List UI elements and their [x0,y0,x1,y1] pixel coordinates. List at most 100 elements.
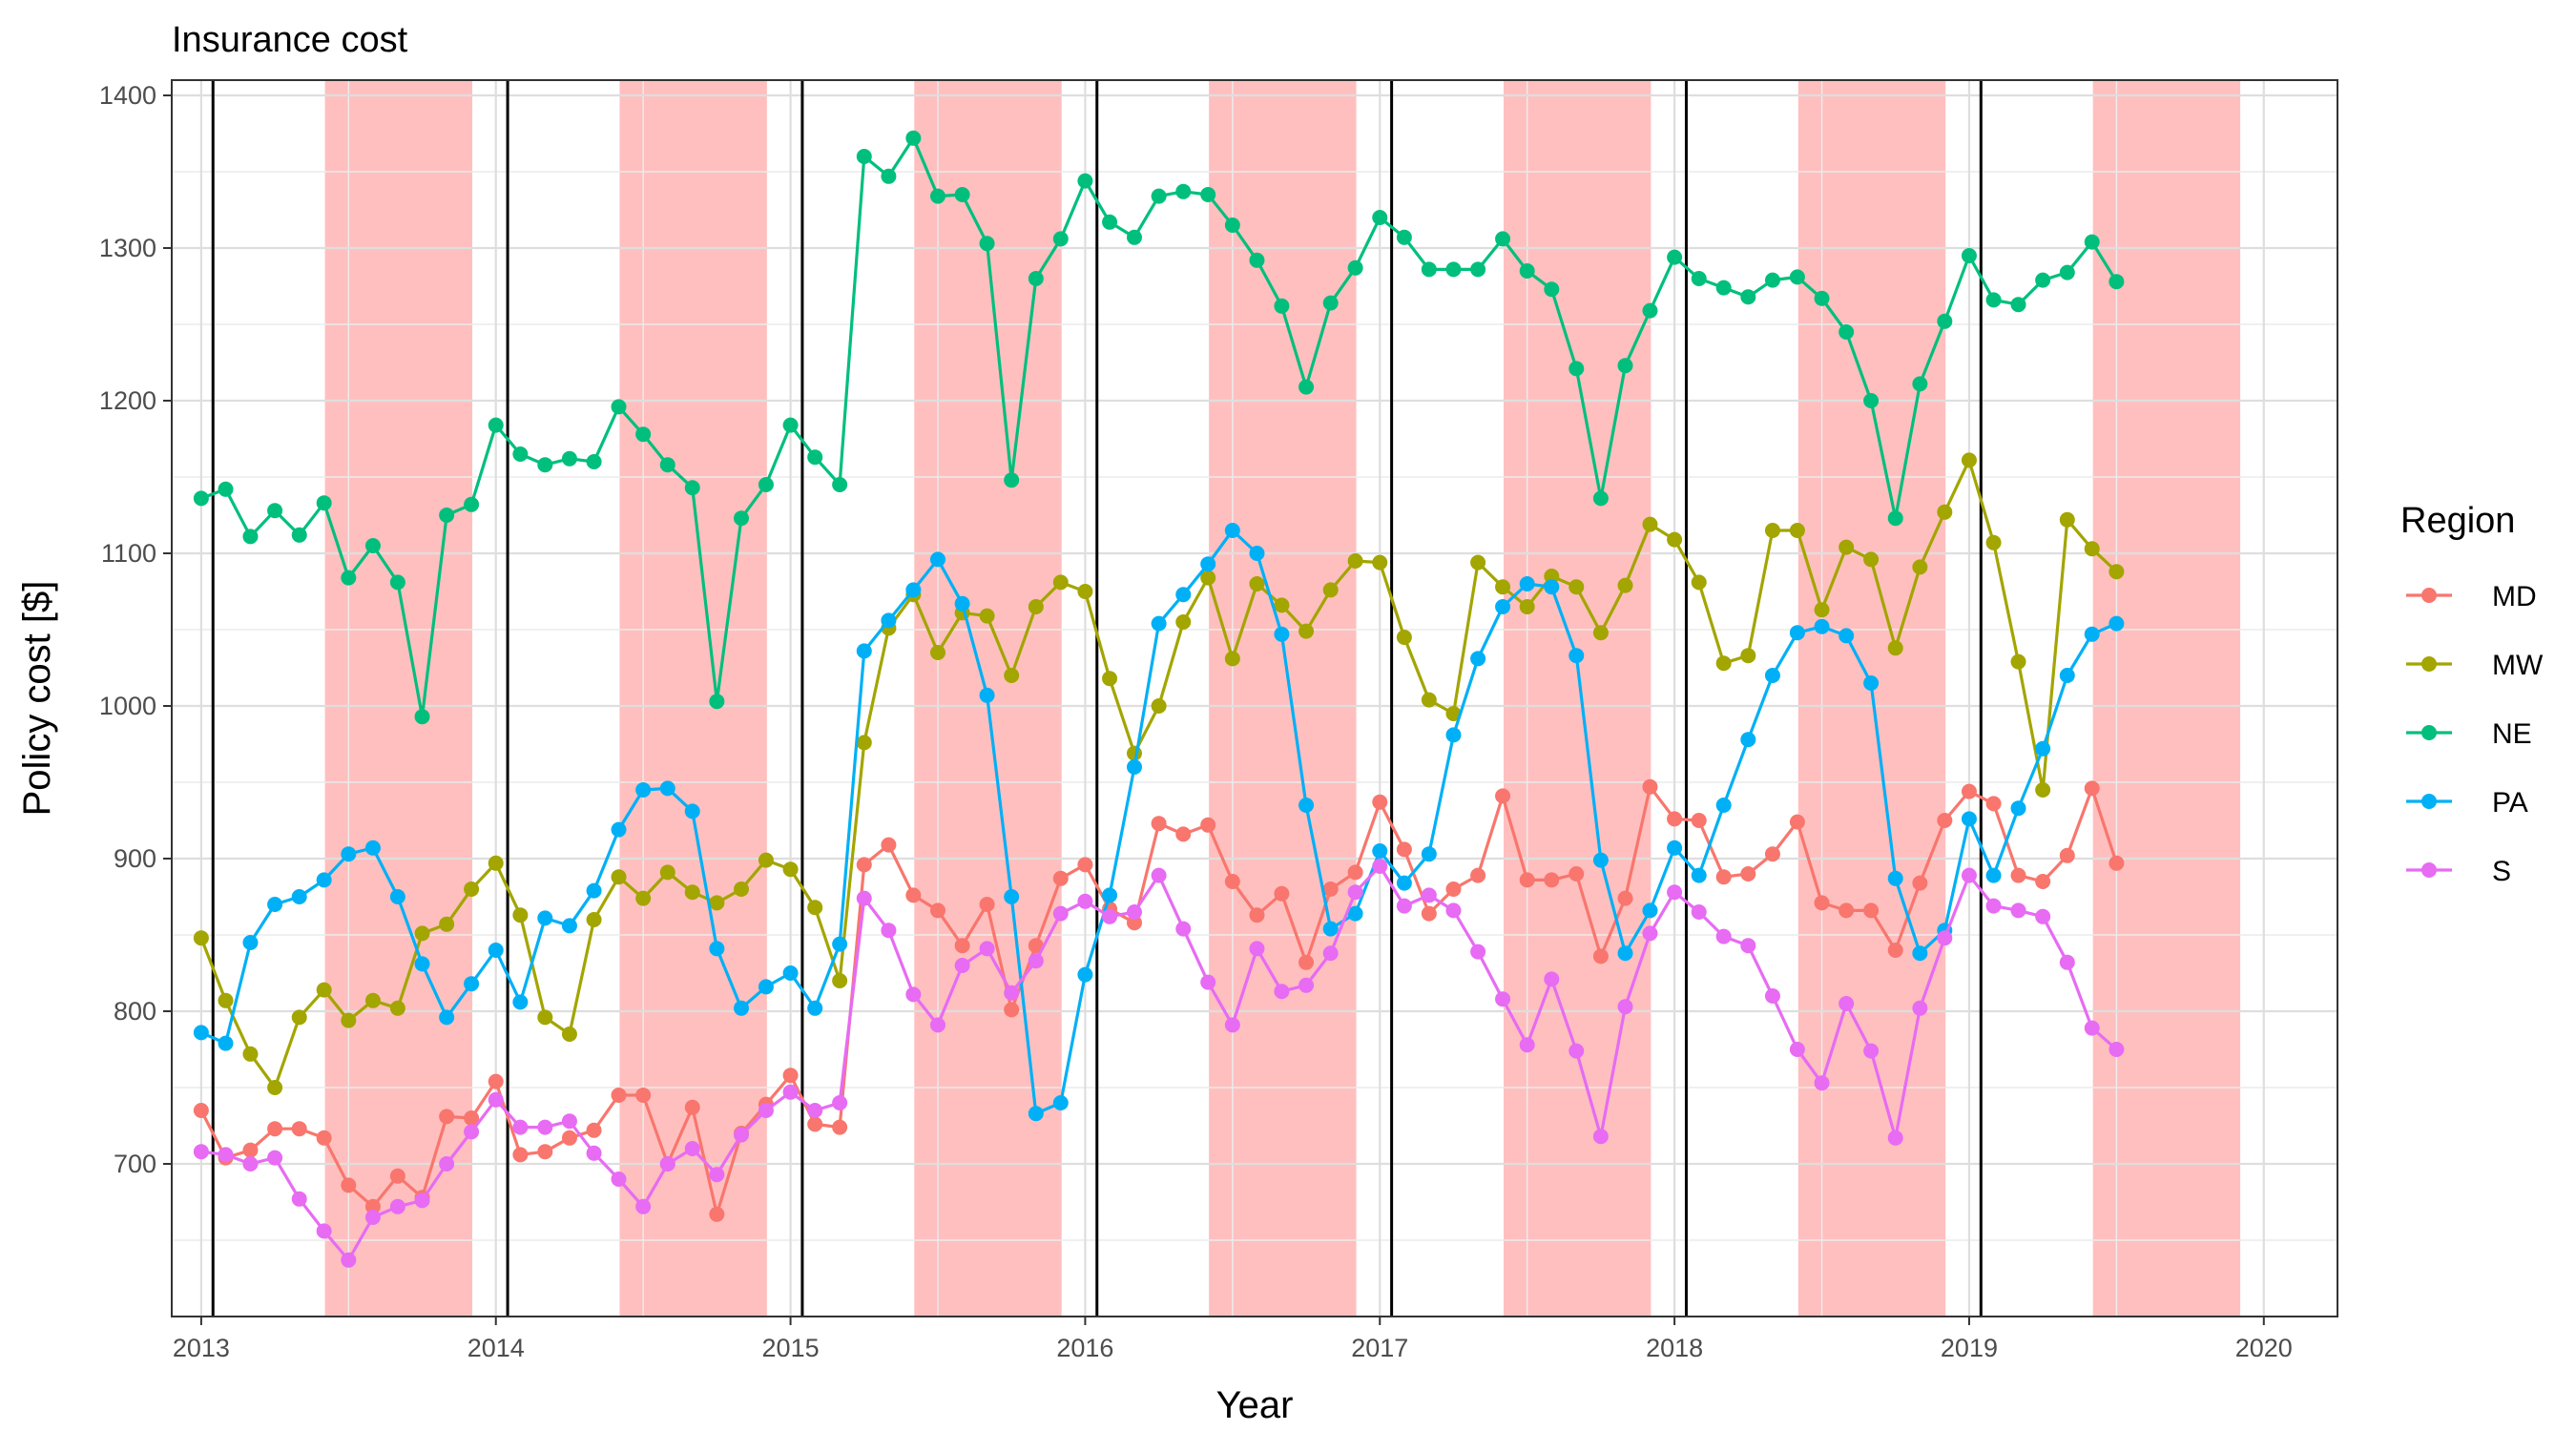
data-point [1617,890,1633,906]
legend: Region MD MW NE PA S [2400,501,2544,887]
data-point [659,457,675,473]
data-point [856,735,872,751]
shaded-band [1503,80,1652,1317]
data-point [1863,902,1880,919]
data-point [439,1156,455,1172]
data-point [267,1121,283,1137]
data-point [1495,579,1511,595]
data-point [611,869,627,885]
data-point [1445,727,1462,743]
data-point [1912,559,1928,575]
data-point [464,881,480,897]
data-point [1126,229,1142,245]
data-point [954,938,970,954]
data-point [414,709,430,725]
data-point [709,1206,725,1222]
legend-item-mw: MW [2406,650,2544,681]
data-point [1372,859,1388,874]
data-point [1715,655,1732,672]
data-point [684,1099,700,1115]
data-point [684,480,700,496]
data-point [1372,843,1388,859]
data-point [1764,272,1780,288]
data-point [1175,587,1192,603]
data-point [1519,576,1535,591]
data-point [1347,553,1363,569]
data-point [1102,671,1118,687]
data-point [2010,297,2026,313]
x-tick-label: 2013 [173,1334,230,1362]
data-point [1200,570,1216,586]
data-point [1175,826,1192,842]
y-tick-label: 900 [114,844,156,873]
y-tick-label: 1400 [99,81,156,110]
data-point [1912,875,1928,891]
legend-label: MW [2492,650,2544,681]
data-point [856,890,872,906]
data-point [512,446,529,462]
data-point [193,1103,209,1118]
data-point [316,495,332,511]
data-point [1298,798,1315,813]
data-point [1667,249,1683,265]
data-point [488,417,504,433]
data-point [512,1147,529,1163]
data-point [561,1113,577,1130]
y-tick-label: 800 [114,997,156,1026]
data-point [1937,313,1953,329]
data-point [291,889,307,904]
data-point [1004,472,1020,488]
data-point [1200,187,1216,202]
data-point [1764,846,1780,862]
legend-item-md: MD [2406,581,2537,612]
data-point [1642,778,1658,795]
legend-key-point [2421,862,2437,878]
data-point [635,426,652,443]
data-point [2059,511,2075,528]
data-point [807,1103,823,1118]
data-point [439,916,455,932]
data-point [1839,628,1855,644]
data-point [316,872,332,888]
data-point [1568,361,1585,377]
data-point [267,503,283,519]
data-point [1912,945,1928,962]
data-point [1667,811,1683,827]
data-point [2084,541,2100,557]
data-point [758,852,774,868]
data-point [807,449,823,466]
data-point [1544,971,1560,987]
data-point [1495,788,1511,804]
data-point [1495,231,1511,247]
data-point [684,1141,700,1156]
data-point [905,986,922,1003]
data-point [1200,556,1216,572]
data-point [1102,214,1118,230]
data-point [537,1144,553,1160]
data-point [709,895,725,911]
data-point [979,941,995,957]
series-ne [193,130,2125,725]
data-point [1421,261,1437,278]
data-point [2109,564,2125,580]
data-point [316,1130,332,1146]
data-point [1839,902,1855,919]
data-point [341,1252,357,1268]
data-point [881,168,897,184]
data-point [389,1198,405,1214]
data-point [1715,869,1732,885]
data-point [1985,867,2002,883]
data-point [1985,292,2002,308]
data-point [464,1124,480,1140]
data-point [1568,579,1585,595]
data-point [2035,740,2051,757]
data-point [1789,1042,1805,1057]
data-point [1887,640,1903,656]
data-point [1470,651,1486,667]
data-point [1814,1075,1830,1091]
legend-item-pa: PA [2406,787,2528,819]
legend-key-point [2421,656,2437,672]
data-point [1028,953,1044,969]
data-point [1814,290,1830,306]
x-tick-label: 2018 [1646,1334,1703,1362]
